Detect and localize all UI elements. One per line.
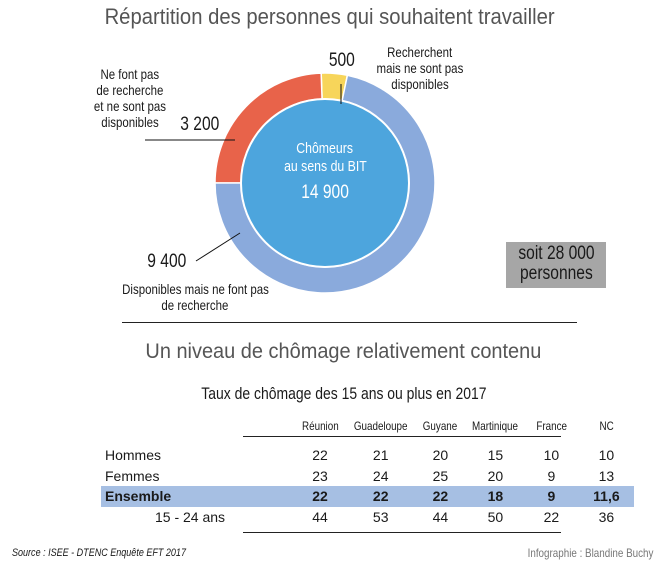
value-label-9400: 9 400 xyxy=(147,251,187,272)
column-header: Guadeloupe xyxy=(353,419,408,433)
table-cell: 20 xyxy=(487,467,504,484)
label-recherchent: Recherchent mais ne sont pas disponibles xyxy=(376,44,464,92)
chart-title: Répartition des personnes qui souhaitent… xyxy=(104,4,555,29)
table-cell: 11,6 xyxy=(578,486,635,507)
center-circle xyxy=(240,98,410,268)
section-subtitle: Un niveau de chômage relativement conten… xyxy=(145,340,542,363)
table-cell: 22 xyxy=(347,486,415,507)
column-header: NC xyxy=(599,419,614,433)
source-note: Source : ISEE - DTENC Enquête EFT 2017 xyxy=(12,547,186,559)
header-empty xyxy=(101,415,293,437)
table-cell: 23 xyxy=(312,467,328,484)
table-row: 15 - 24 ans 44 53 44 50 22 36 xyxy=(101,507,634,528)
unemployment-table: Réunion Guadeloupe Guyane Martinique France N… xyxy=(101,415,635,528)
row-label: Hommes xyxy=(105,447,162,464)
table-cell: 22 xyxy=(543,508,560,525)
table-cell: 44 xyxy=(432,508,449,525)
table-cell: 24 xyxy=(372,467,389,484)
column-header: France xyxy=(536,419,567,433)
center-label: Chômeurs au sens du BIT 14 900 xyxy=(283,140,367,203)
divider xyxy=(122,322,577,323)
table-cell: 22 xyxy=(293,486,347,507)
table-cell: 53 xyxy=(372,508,389,525)
column-header: Martinique xyxy=(472,419,519,433)
table-cell: 9 xyxy=(547,467,556,484)
row-label: Femmes xyxy=(105,467,160,484)
table-row: Femmes 23 24 25 20 9 13 xyxy=(101,466,634,487)
header-rule xyxy=(243,436,561,437)
column-header: Réunion xyxy=(301,419,339,433)
table-cell: 18 xyxy=(466,486,525,507)
donut-chart xyxy=(145,72,436,294)
table-cell: 36 xyxy=(598,508,615,525)
table-cell: 44 xyxy=(312,508,328,525)
value-label-3200: 3 200 xyxy=(180,114,220,135)
row-label: Ensemble xyxy=(101,486,293,507)
table-row: Ensemble 22 22 22 18 9 11,6 xyxy=(101,486,635,507)
label-ne-font-pas: Ne font pas de recherche et ne sont pas … xyxy=(93,66,167,130)
credit-note: Infographie : Blandine Buchy xyxy=(527,546,653,560)
table-cell: 10 xyxy=(543,447,560,464)
total-box: soit 28 000 personnes xyxy=(506,242,606,288)
label-disponibles: Disponibles mais ne font pas de recherch… xyxy=(121,281,269,313)
table-cell: 22 xyxy=(312,447,328,464)
table-cell: 22 xyxy=(414,486,467,507)
table-cell: 15 xyxy=(487,447,504,464)
table-title: Taux de chômage des 15 ans ou plus en 20… xyxy=(200,384,487,403)
column-header: Guyane xyxy=(423,419,458,433)
row-label: 15 - 24 ans xyxy=(155,508,226,525)
table-cell: 10 xyxy=(598,447,615,464)
leader-line-9400 xyxy=(195,232,241,262)
table-cell: 9 xyxy=(524,486,579,507)
table-cell: 21 xyxy=(372,447,389,464)
table-cell: 13 xyxy=(598,467,615,484)
table-cell: 25 xyxy=(432,467,449,484)
center-value: 14 900 xyxy=(301,182,349,203)
bottom-rule xyxy=(243,532,561,533)
table-cell: 50 xyxy=(487,508,504,525)
table-row: Hommes 22 21 20 15 10 10 xyxy=(101,445,634,466)
table-cell: 20 xyxy=(432,447,449,464)
value-label-500: 500 xyxy=(328,50,355,71)
